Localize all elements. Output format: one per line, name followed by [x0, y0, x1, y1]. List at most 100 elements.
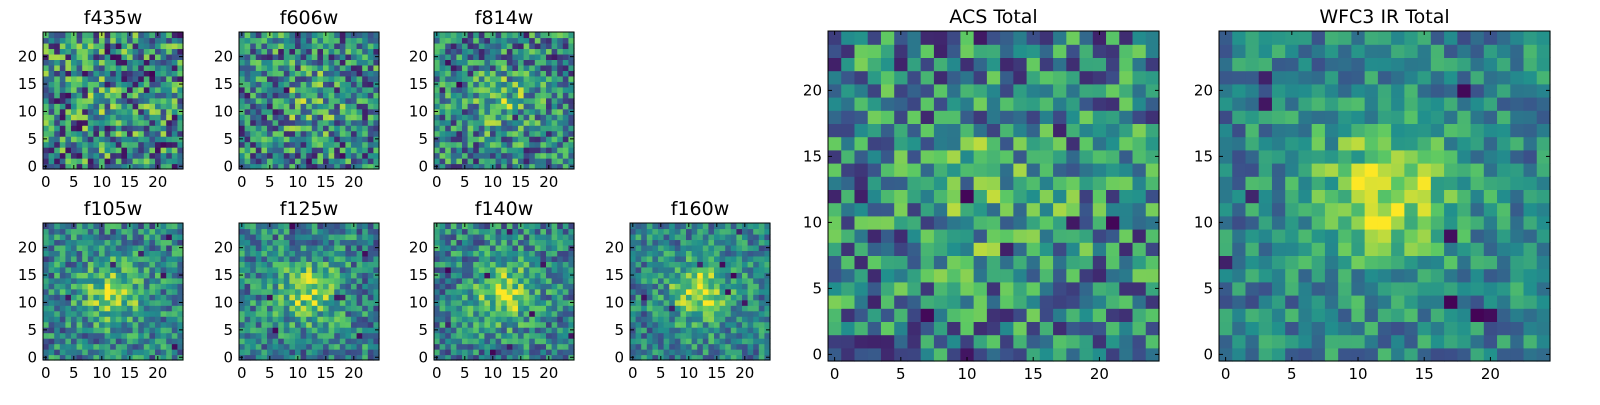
- pixel-cell: [77, 322, 83, 328]
- pixel-cell: [121, 81, 127, 87]
- pixel-cell: [121, 142, 127, 148]
- pixel-cell: [468, 245, 474, 251]
- pixel-cell: [440, 267, 446, 273]
- pixel-cell: [479, 37, 485, 43]
- pixel-cell: [736, 311, 742, 317]
- pixel-cell: [340, 59, 346, 65]
- pixel-cell: [658, 338, 664, 344]
- pixel-cell: [658, 267, 664, 273]
- pixel-cell: [138, 98, 144, 104]
- pixel-cell: [546, 87, 552, 93]
- pixel-cell: [473, 114, 479, 120]
- pixel-cell: [65, 114, 71, 120]
- pixel-cell: [518, 120, 524, 126]
- pixel-cell: [697, 278, 703, 284]
- pixel-cell: [267, 59, 273, 65]
- pixel-cell: [686, 344, 692, 350]
- pixel-cell: [524, 125, 530, 131]
- pixel-cell: [462, 158, 468, 164]
- pixel-cell: [686, 300, 692, 306]
- pixel-cell: [535, 142, 541, 148]
- pixel-cell: [357, 349, 363, 355]
- pixel-cell: [1066, 255, 1080, 269]
- pixel-cell: [116, 228, 122, 234]
- pixel-cell: [334, 300, 340, 306]
- pixel-cell: [456, 349, 462, 355]
- pixel-cell: [278, 327, 284, 333]
- pixel-cell: [312, 305, 318, 311]
- pixel-cell: [88, 294, 94, 300]
- pixel-cell: [736, 250, 742, 256]
- pixel-cell: [88, 136, 94, 142]
- pixel-cell: [93, 65, 99, 71]
- pixel-cell: [563, 59, 569, 65]
- pixel-cell: [329, 59, 335, 65]
- pixel-cell: [295, 272, 301, 278]
- pixel-cell: [161, 322, 167, 328]
- pixel-cell: [88, 81, 94, 87]
- pixel-cell: [1027, 176, 1041, 190]
- pixel-cell: [317, 349, 323, 355]
- pixel-cell: [116, 136, 122, 142]
- pixel-cell: [340, 223, 346, 229]
- pixel-cell: [172, 289, 178, 295]
- pixel-cell: [368, 250, 374, 256]
- pixel-cell: [60, 316, 66, 322]
- pixel-cell: [748, 250, 754, 256]
- pixel-cell: [149, 43, 155, 49]
- pixel-cell: [256, 250, 262, 256]
- pixel-cell: [54, 109, 60, 115]
- pixel-cell: [652, 245, 658, 251]
- pixel-cell: [496, 109, 502, 115]
- pixel-cell: [340, 87, 346, 93]
- pixel-cell: [110, 283, 116, 289]
- pixel-cell: [540, 147, 546, 153]
- pixel-cell: [317, 43, 323, 49]
- pixel-cell: [753, 327, 759, 333]
- pixel-cell: [306, 338, 312, 344]
- pixel-cell: [121, 245, 127, 251]
- pixel-cell: [496, 256, 502, 262]
- pixel-cell: [155, 59, 161, 65]
- pixel-cell: [133, 136, 139, 142]
- pixel-cell: [306, 158, 312, 164]
- pixel-cell: [524, 103, 530, 109]
- pixel-cell: [445, 92, 451, 98]
- pixel-cell: [43, 120, 49, 126]
- pixel-cell: [65, 294, 71, 300]
- pixel-cell: [155, 37, 161, 43]
- pixel-cell: [172, 300, 178, 306]
- pixel-cell: [451, 261, 457, 267]
- pixel-cell: [1013, 335, 1027, 349]
- pixel-cell: [357, 283, 363, 289]
- pixel-cell: [854, 229, 868, 243]
- pixel-cell: [245, 223, 251, 229]
- pixel-cell: [317, 136, 323, 142]
- pixel-cell: [647, 256, 653, 262]
- pixel-cell: [245, 109, 251, 115]
- pixel-cell: [93, 300, 99, 306]
- pixel-cell: [736, 338, 742, 344]
- pixel-cell: [708, 223, 714, 229]
- pixel-cell: [110, 37, 116, 43]
- pixel-cell: [256, 92, 262, 98]
- pixel-cell: [351, 283, 357, 289]
- pixel-cell: [334, 142, 340, 148]
- pixel-cell: [692, 250, 698, 256]
- pixel-cell: [1093, 203, 1107, 217]
- pixel-cell: [71, 125, 77, 131]
- pixel-cell: [434, 316, 440, 322]
- pixel-cell: [512, 294, 518, 300]
- pixel-cell: [473, 338, 479, 344]
- pixel-cell: [267, 261, 273, 267]
- pixel-cell: [535, 261, 541, 267]
- pixel-cell: [245, 344, 251, 350]
- pixel-cell: [1119, 295, 1133, 309]
- pixel-cell: [680, 272, 686, 278]
- pixel-cell: [284, 142, 290, 148]
- pixel-cell: [881, 255, 895, 269]
- pixel-cell: [43, 114, 49, 120]
- pixel-cell: [484, 305, 490, 311]
- pixel-cell: [65, 147, 71, 153]
- pixel-cell: [552, 300, 558, 306]
